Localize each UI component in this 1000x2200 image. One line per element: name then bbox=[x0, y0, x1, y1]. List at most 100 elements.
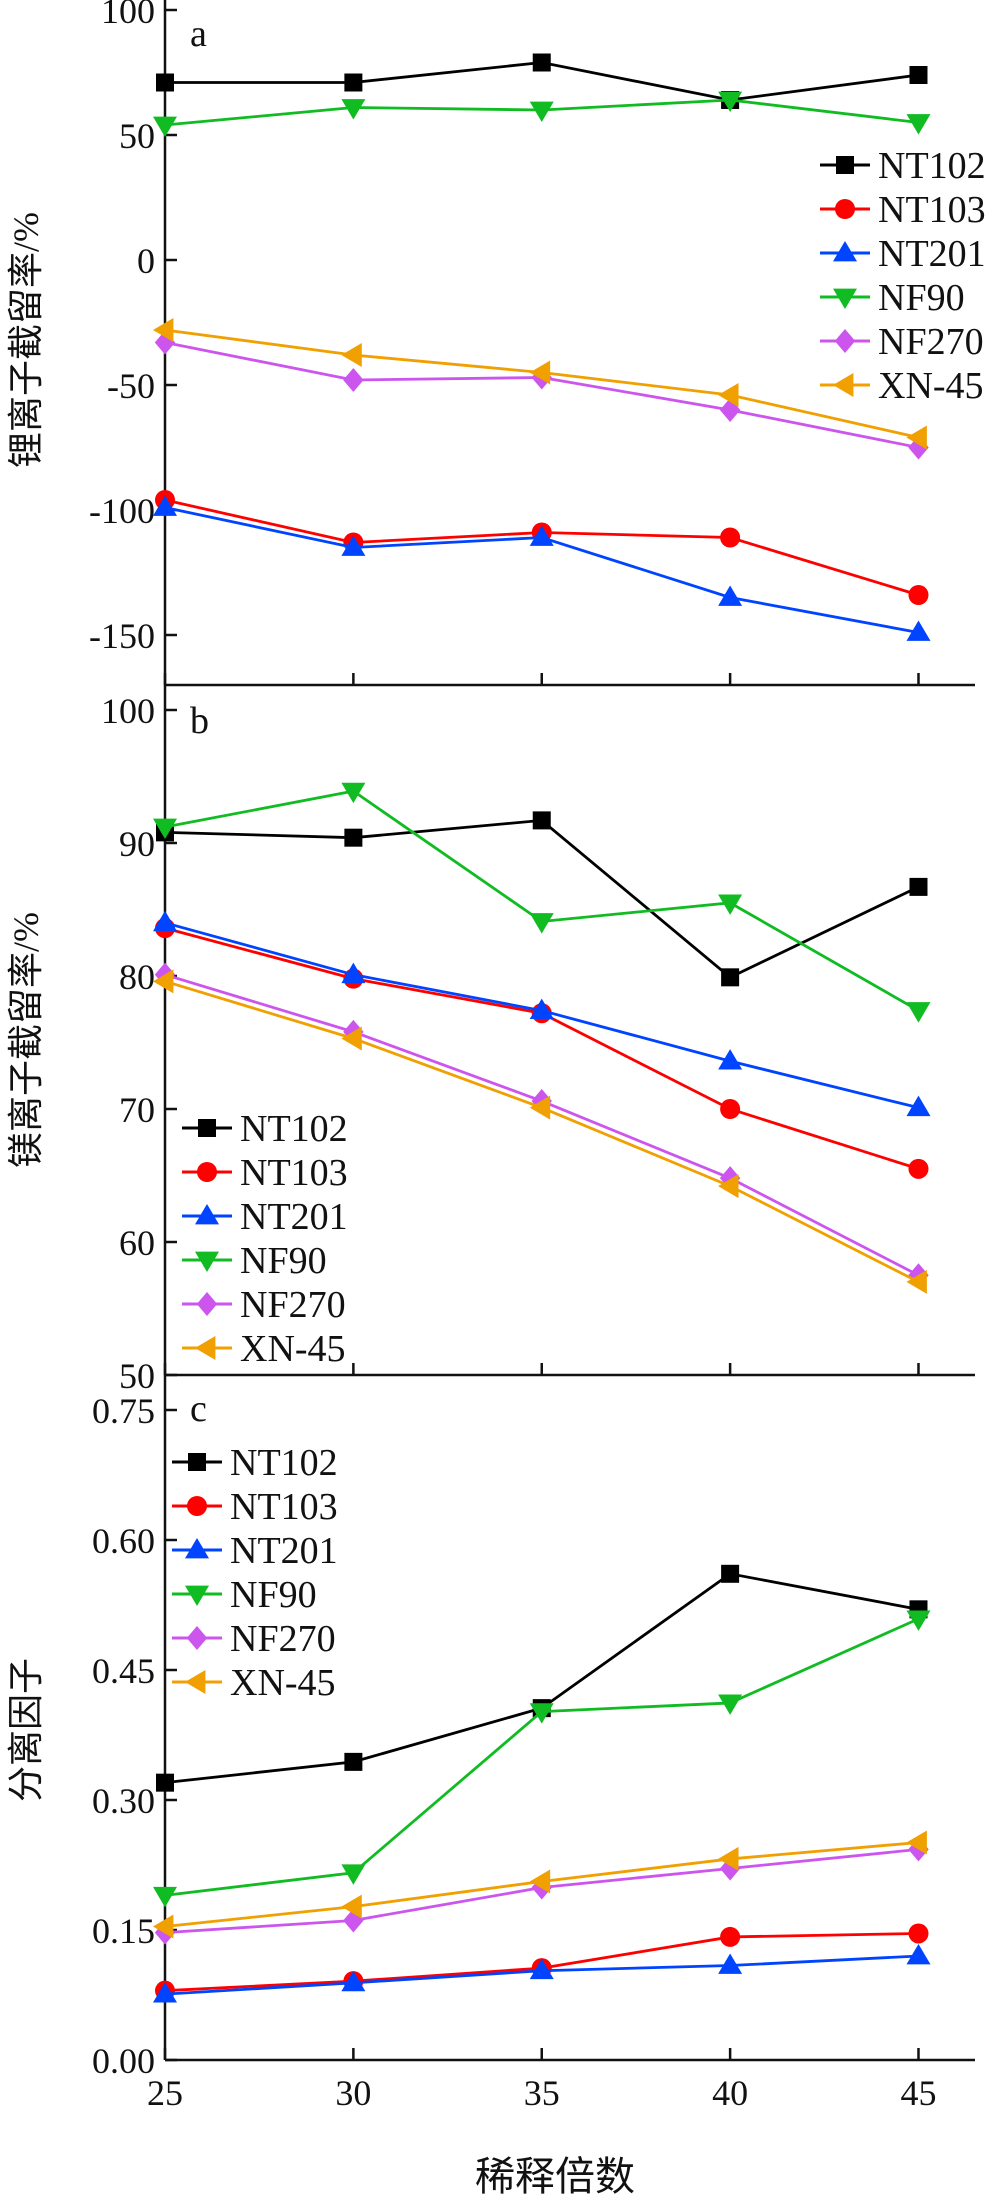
y-tick-label: 70 bbox=[119, 1090, 155, 1130]
series-line bbox=[164, 1617, 920, 1897]
data-point bbox=[529, 998, 554, 1019]
y-tick-label: 0.75 bbox=[92, 1391, 155, 1431]
data-point bbox=[344, 73, 363, 92]
series-line bbox=[164, 498, 919, 597]
series-XN-45 bbox=[153, 1830, 927, 1939]
legend-label: NT201 bbox=[878, 233, 986, 275]
y-tick-label: 100 bbox=[101, 691, 155, 731]
labels-layer: 100500-50-100-150a锂离子截留率/%NT102NT103NT20… bbox=[6, 0, 986, 2113]
legend-entry: NT102 bbox=[172, 1442, 338, 1484]
legend-marker bbox=[186, 1626, 208, 1650]
y-tick-label: 0.00 bbox=[92, 2041, 155, 2081]
data-point bbox=[156, 73, 174, 92]
data-point bbox=[906, 1269, 927, 1294]
legend-marker bbox=[198, 1119, 216, 1137]
panel-label: b bbox=[190, 700, 209, 742]
legend-entry: NT201 bbox=[820, 233, 986, 275]
y-tick-label: 80 bbox=[119, 957, 155, 997]
data-point bbox=[529, 360, 551, 385]
data-point bbox=[906, 620, 931, 641]
series-NT102 bbox=[156, 811, 928, 987]
legend-entry: NF90 bbox=[172, 1574, 317, 1616]
series-NT201 bbox=[153, 910, 931, 1117]
y-axis-label: 锂离子截留率/% bbox=[6, 212, 46, 468]
legend-label: NF270 bbox=[230, 1618, 336, 1660]
legend-entry: NT201 bbox=[172, 1530, 338, 1572]
data-point bbox=[909, 66, 928, 84]
data-point bbox=[341, 962, 366, 984]
y-axis-label: 镁离子截留率/% bbox=[6, 912, 46, 1168]
y-tick-label: -150 bbox=[89, 616, 155, 656]
legend-label: NT102 bbox=[240, 1108, 348, 1150]
y-tick-label: 0.30 bbox=[92, 1781, 155, 1821]
x-axis-label: 稀释倍数 bbox=[475, 2154, 635, 2199]
data-point bbox=[909, 877, 928, 896]
data-point bbox=[341, 1026, 362, 1051]
data-point bbox=[532, 811, 551, 830]
data-point bbox=[720, 1926, 741, 1947]
data-point bbox=[529, 1095, 551, 1120]
legend-label: XN-45 bbox=[230, 1662, 336, 1704]
legend-marker bbox=[197, 1162, 217, 1182]
legend-entry: XN-45 bbox=[182, 1328, 346, 1370]
series-layer bbox=[153, 53, 931, 2003]
legend-marker bbox=[836, 156, 854, 174]
legend-marker bbox=[835, 199, 855, 219]
data-point bbox=[720, 527, 741, 548]
legend-entry: NF90 bbox=[820, 277, 965, 319]
legend-entry: NT103 bbox=[182, 1152, 348, 1194]
chart-panel-c bbox=[163, 1375, 975, 2062]
x-tick-label: 25 bbox=[147, 2073, 183, 2113]
series-line bbox=[164, 341, 919, 449]
data-point bbox=[341, 782, 366, 804]
legend-marker bbox=[195, 1204, 219, 1225]
data-point bbox=[718, 1174, 739, 1199]
data-point bbox=[153, 116, 177, 137]
x-tick-label: 35 bbox=[524, 2073, 560, 2113]
data-point bbox=[529, 525, 554, 546]
legend-entry: NT103 bbox=[172, 1486, 338, 1528]
legend-entry: NT102 bbox=[182, 1108, 348, 1150]
series-NT102 bbox=[156, 53, 928, 109]
legend-label: NT102 bbox=[878, 145, 986, 187]
series-XN-45 bbox=[153, 318, 927, 450]
legend-entry: XN-45 bbox=[172, 1662, 336, 1704]
data-point bbox=[718, 1846, 739, 1871]
data-point bbox=[720, 1099, 741, 1119]
legend-entry: XN-45 bbox=[820, 365, 984, 407]
data-point bbox=[718, 1049, 743, 1070]
series-NF90 bbox=[153, 91, 931, 137]
data-point bbox=[153, 969, 174, 994]
data-point bbox=[906, 114, 931, 135]
data-point bbox=[154, 330, 176, 355]
data-point bbox=[153, 910, 177, 932]
data-point bbox=[721, 968, 740, 987]
data-point bbox=[341, 1864, 366, 1885]
data-point bbox=[906, 1095, 931, 1117]
series-NT103 bbox=[155, 490, 929, 605]
data-point bbox=[908, 585, 929, 605]
data-point bbox=[341, 1970, 366, 1992]
data-point bbox=[343, 368, 364, 392]
data-point bbox=[721, 1564, 740, 1583]
legend-marker bbox=[187, 1496, 207, 1516]
legend-marker bbox=[195, 1336, 216, 1360]
data-point bbox=[906, 1944, 931, 1965]
x-tick-label: 45 bbox=[900, 2073, 936, 2113]
y-tick-label: -100 bbox=[89, 491, 155, 531]
series-NT201 bbox=[153, 1944, 931, 2003]
data-point bbox=[153, 1982, 177, 2003]
legend-entry: NF270 bbox=[182, 1284, 346, 1326]
data-point bbox=[529, 1958, 554, 1980]
data-point bbox=[718, 1953, 743, 1974]
legend-label: NF90 bbox=[230, 1574, 317, 1616]
data-point bbox=[718, 383, 739, 407]
x-tick-label: 40 bbox=[712, 2073, 748, 2113]
data-point bbox=[906, 1610, 931, 1631]
legend-label: XN-45 bbox=[878, 365, 984, 407]
data-point bbox=[529, 1703, 554, 1724]
legend-label: NT103 bbox=[878, 189, 986, 231]
y-axis-label: 分离因子 bbox=[6, 1658, 46, 1802]
data-point bbox=[719, 398, 741, 422]
data-point bbox=[718, 585, 743, 606]
